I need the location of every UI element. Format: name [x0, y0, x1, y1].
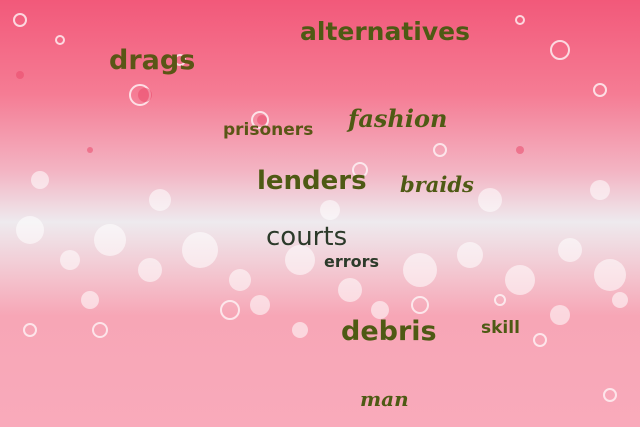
word-courts: courts — [266, 222, 348, 252]
word-drags: drags — [109, 45, 196, 76]
word-lenders: lenders — [257, 166, 367, 196]
word-errors: errors — [324, 252, 380, 271]
word-man: man — [360, 387, 409, 411]
word-prisoners: prisoners — [223, 120, 314, 140]
word-skill: skill — [481, 318, 520, 338]
word-fashion: fashion — [348, 104, 448, 133]
word-braids: braids — [400, 172, 474, 197]
word-alternatives: alternatives — [300, 17, 470, 46]
word-debris: debris — [341, 316, 437, 347]
